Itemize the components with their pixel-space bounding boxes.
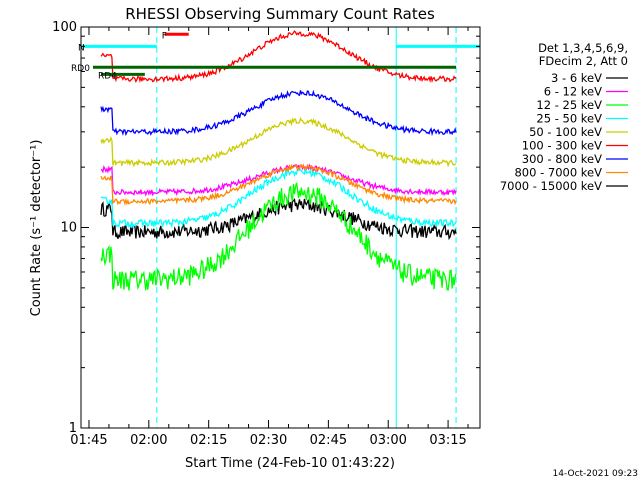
legend-label-8: 800 - 7000 keV [514, 166, 602, 180]
legend-label-5: 50 - 100 keV [529, 125, 602, 139]
x-tick-label: 02:00 [130, 433, 167, 448]
y-tick-label: 1 [69, 421, 77, 436]
chart-title: RHESSI Observing Summary Count Rates [125, 5, 435, 23]
legend-label-6: 100 - 300 keV [522, 139, 602, 153]
x-tick-label: 01:45 [70, 433, 107, 448]
x-tick-label: 03:00 [369, 433, 406, 448]
series-line-2 [100, 163, 457, 197]
legend-label-9: 7000 - 15000 keV [500, 179, 602, 193]
y-tick-label: 100 [52, 20, 77, 35]
generated-timestamp: 14-Oct-2021 09:23 [553, 469, 638, 479]
x-axis-label: Start Time (24-Feb-10 01:43:22) [185, 456, 395, 471]
legend-header-line-2: FDecim 2, Att 0 [539, 54, 628, 68]
y-axis-label: Count Rate (s⁻¹ detector⁻¹) [29, 140, 44, 317]
legend-label-7: 300 - 800 keV [522, 152, 602, 166]
legend-header-line-1: Det 1,3,4,5,6,9, [538, 41, 628, 55]
series-line-7 [100, 89, 457, 137]
flag-label-f: F [162, 31, 167, 41]
legend-label-3: 12 - 25 keV [536, 98, 602, 112]
legend-label-2: 6 - 12 keV [544, 85, 602, 99]
legend: Det 1,3,4,5,6,9, FDecim 2, Att 0 3 - 6 k… [500, 41, 628, 193]
y-tick-label: 10 [60, 221, 77, 236]
series-line-6 [100, 30, 457, 84]
legend-label-1: 3 - 6 keV [551, 71, 602, 85]
series-line-5 [100, 116, 457, 168]
series-line-3 [100, 182, 457, 291]
axes: 1 10 100 01:45 02:00 02:15 02:30 02:45 03:00 03:1… [52, 20, 480, 448]
x-tick-label: 02:45 [310, 433, 347, 448]
series-line-1 [100, 198, 457, 241]
flag-label-rd4: RD4 [98, 71, 117, 81]
series-line-4 [100, 167, 457, 229]
x-tick-label: 03:15 [429, 433, 466, 448]
legend-label-4: 25 - 50 keV [536, 112, 602, 126]
plot-frame [80, 26, 481, 429]
x-tick-label: 02:30 [250, 433, 287, 448]
x-tick-label: 02:15 [190, 433, 227, 448]
series-line-8 [100, 163, 457, 206]
